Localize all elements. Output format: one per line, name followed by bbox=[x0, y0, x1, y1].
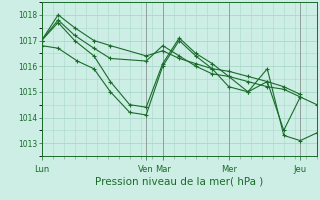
X-axis label: Pression niveau de la mer( hPa ): Pression niveau de la mer( hPa ) bbox=[95, 177, 263, 187]
